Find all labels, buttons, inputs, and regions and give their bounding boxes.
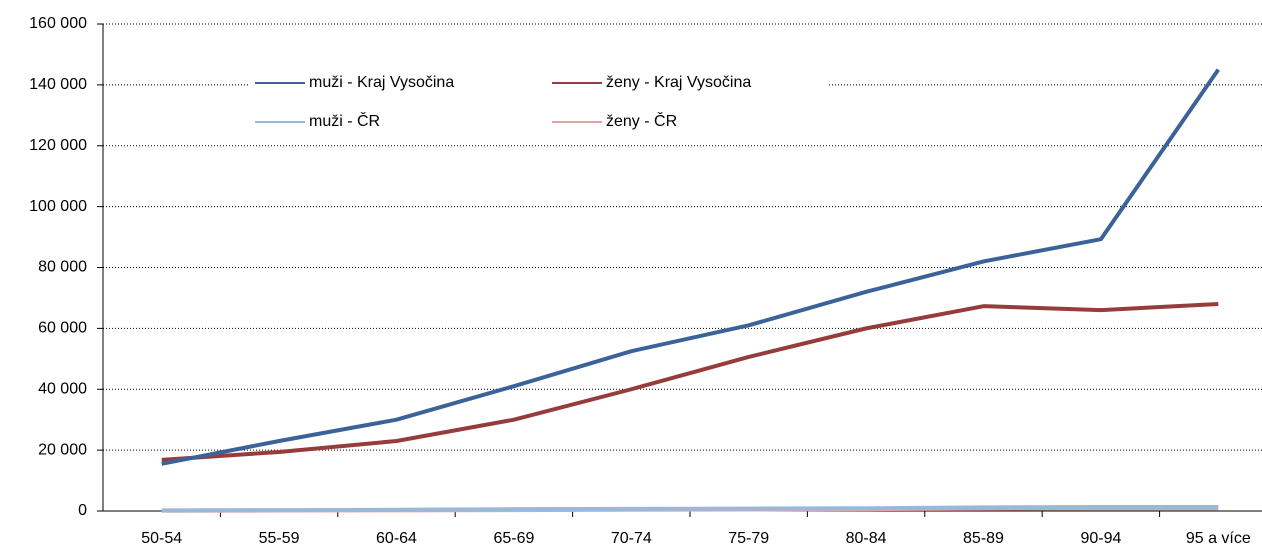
- x-tick-label: 75-79: [728, 530, 769, 547]
- x-tick-label: 60-64: [376, 530, 417, 547]
- y-tick-label: 80 000: [38, 259, 87, 276]
- x-tick-label: 50-54: [141, 530, 182, 547]
- y-tick-label: 100 000: [29, 198, 87, 215]
- legend-label: ženy - ČR: [606, 111, 677, 130]
- x-tick-label: 55-59: [259, 530, 300, 547]
- legend-label: muži - ČR: [309, 111, 380, 130]
- y-tick-label: 140 000: [29, 76, 87, 93]
- y-tick-label: 120 000: [29, 137, 87, 154]
- legend-label: ženy - Kraj Vysočina: [606, 74, 751, 91]
- y-tick-label: 60 000: [38, 320, 87, 337]
- x-tick-label: 80-84: [846, 530, 887, 547]
- y-tick-label: 160 000: [29, 15, 87, 32]
- legend-label: muži - Kraj Vysočina: [309, 74, 454, 91]
- y-tick-label: 40 000: [38, 380, 87, 397]
- x-tick-label: 85-89: [963, 530, 1004, 547]
- x-tick-label: 70-74: [611, 530, 652, 547]
- x-tick-label: 90-94: [1080, 530, 1121, 547]
- legend-background: [248, 68, 828, 138]
- y-tick-label: 20 000: [38, 441, 87, 458]
- x-tick-label: 65-69: [493, 530, 534, 547]
- series-line: [161, 302, 1219, 462]
- series-line: [161, 505, 1219, 513]
- y-tick-label: 0: [78, 502, 87, 519]
- x-tick-label: 95 a více: [1186, 530, 1251, 547]
- series-line: [161, 68, 1220, 466]
